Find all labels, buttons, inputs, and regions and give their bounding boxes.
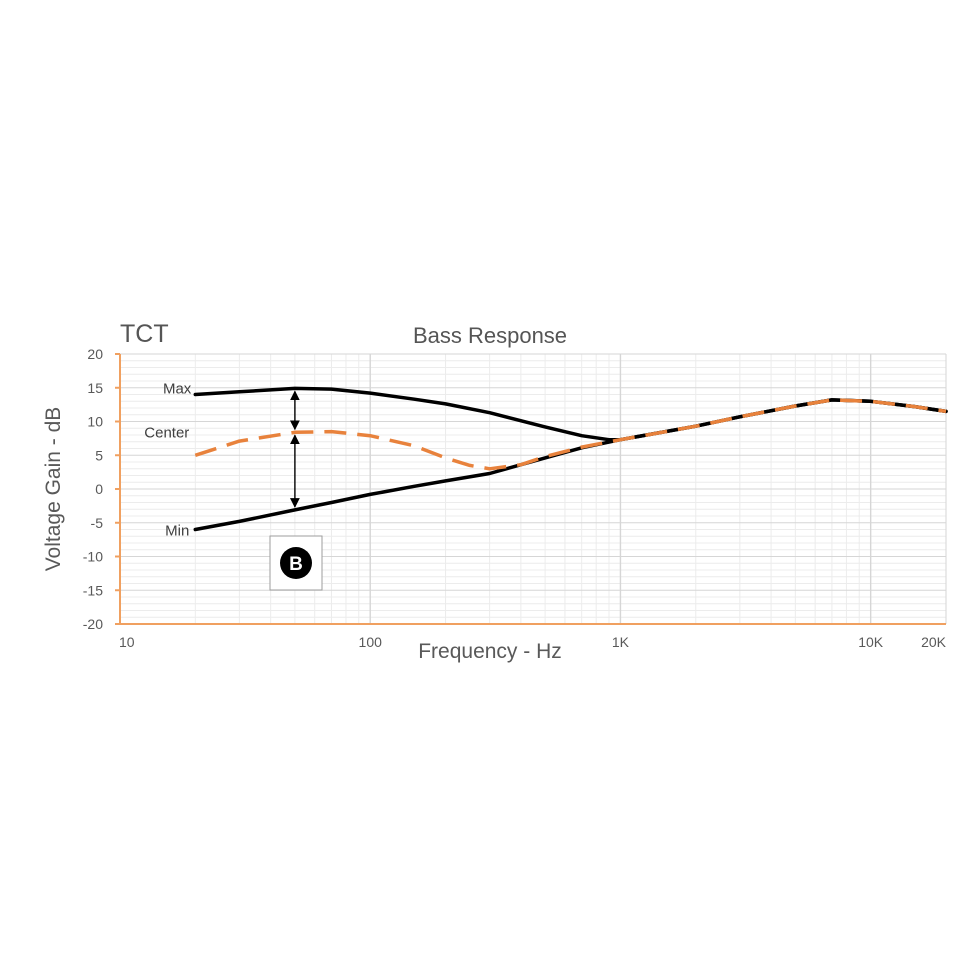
y-tick-label: 15 — [87, 380, 103, 396]
badge: B — [269, 535, 323, 591]
brand-label: TCT — [120, 320, 169, 348]
series-label-max: Max — [163, 381, 192, 398]
y-tick-label: 10 — [87, 414, 103, 430]
series-lines: Max Center Min — [144, 381, 948, 540]
x-tick-label: 1K — [612, 634, 630, 650]
series-label-center: Center — [144, 424, 189, 441]
grid — [120, 353, 947, 625]
x-tick-label: 20K — [921, 634, 947, 650]
series-center-line — [194, 398, 947, 471]
x-tick-label: 10K — [858, 634, 884, 650]
tick-labels: 20 15 10 5 0 -5 -10 -15 -20 10 100 1K 10K 20K — [83, 346, 947, 650]
y-tick-label: 5 — [95, 447, 103, 463]
y-axis-title: Voltage Gain - dB — [42, 407, 65, 572]
y-tick-label: 20 — [87, 346, 103, 362]
x-tick-label: 100 — [359, 634, 383, 650]
series-min-line — [193, 398, 948, 532]
x-tick-label: 10 — [119, 634, 135, 650]
x-axis-title: Frequency - Hz — [418, 640, 562, 663]
y-tick-label: -5 — [91, 515, 104, 531]
y-tick-label: -20 — [83, 616, 103, 632]
y-tick-label: 0 — [95, 481, 103, 497]
y-tick-label: -15 — [83, 582, 103, 598]
chart-title: Bass Response — [413, 323, 567, 348]
y-tick-label: -10 — [83, 549, 103, 565]
axes — [115, 353, 946, 625]
series-label-min: Min — [165, 523, 189, 540]
badge-label: B — [289, 554, 303, 575]
